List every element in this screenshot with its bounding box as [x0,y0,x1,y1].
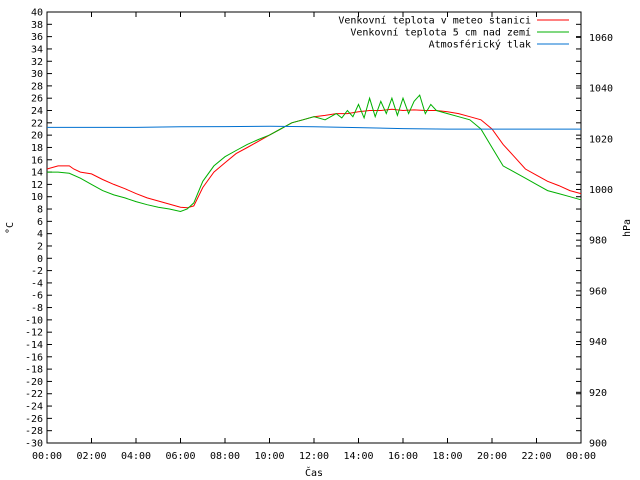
left-tick-label: 36 [31,32,43,43]
right-tick-label: 940 [589,337,607,348]
legend-label-1: Venkovní teplota v meteo stanici [338,15,531,27]
left-tick-label: -10 [25,315,43,326]
right-tick-label: 980 [589,236,607,247]
left-tick-label: 4 [37,229,43,240]
left-tick-label: -16 [25,352,43,363]
left-tick-label: -18 [25,365,43,376]
plot-frame [46,11,582,444]
left-tick-label: -28 [25,426,43,437]
left-tick-label: -14 [25,340,43,351]
right-tick-label: 1040 [589,84,613,95]
left-tick-label: -30 [25,439,43,450]
series-line-2 [47,94,582,213]
x-tick-label: 06:00 [165,451,195,462]
left-tick-label: -8 [31,303,43,314]
x-tick-label: 16:00 [388,451,418,462]
left-tick-label: -22 [25,389,43,400]
left-tick-label: 2 [37,241,43,252]
left-tick-label: 6 [37,217,43,228]
left-tick-label: 14 [31,168,43,179]
left-tick-label: 22 [31,118,43,129]
series-line-1 [46,108,582,209]
left-tick-label: 40 [31,8,43,19]
legend: Venkovní teplota v meteo staniciVenkovní… [338,15,569,51]
right-tick-label: 1020 [589,134,613,145]
left-tick-label: 16 [31,155,43,166]
left-tick-label: -4 [31,278,43,289]
left-tick-label: 8 [37,205,43,216]
x-tick-label: 02:00 [76,451,106,462]
left-tick-label: -20 [25,377,43,388]
right-tick-label: 900 [589,439,607,450]
right-tick-label: 960 [589,286,607,297]
left-tick-label: 24 [31,106,43,117]
x-tick-label: 10:00 [254,451,284,462]
x-tick-label: 14:00 [343,451,373,462]
series-line-3 [47,125,581,130]
left-tick-label: 12 [31,180,43,191]
left-tick-label: 30 [31,69,43,80]
left-tick-label: 10 [31,192,43,203]
left-tick-label: -24 [25,402,43,413]
left-tick-label: 0 [37,254,43,265]
left-tick-label: -2 [31,266,43,277]
left-tick-label: -12 [25,328,43,339]
x-tick-label: 00:00 [32,451,62,462]
right-tick-label: 1000 [589,185,613,196]
left-tick-label: -6 [31,291,43,302]
x-axis-label: Čas [305,466,323,479]
x-tick-label: 04:00 [121,451,151,462]
right-axis-ticks: 1060 1040 1020 1000 980 960 940 920 900 [576,33,613,450]
right-axis-label: hPa [622,219,633,237]
series-lines [46,94,582,213]
left-tick-label: -26 [25,414,43,425]
left-axis-label: °C [5,222,16,234]
legend-label-2: Venkovní teplota 5 cm nad zemí [350,27,531,39]
right-tick-label: 1060 [589,33,613,44]
x-axis-ticks: 00:00 02:00 04:00 06:00 08:00 10:00 12:00 14:00… [32,12,596,462]
left-tick-label: 32 [31,57,43,68]
left-tick-label: 18 [31,143,43,154]
x-tick-label: 00:00 [566,451,596,462]
x-tick-label: 22:00 [521,451,551,462]
right-tick-label: 920 [589,388,607,399]
legend-label-3: Atmosférický tlak [429,39,531,51]
x-tick-label: 20:00 [477,451,507,462]
left-tick-label: 38 [31,20,43,31]
x-tick-label: 18:00 [432,451,462,462]
left-tick-label: 20 [31,131,43,142]
x-tick-label: 08:00 [210,451,240,462]
left-tick-label: 28 [31,81,43,92]
left-tick-label: 34 [31,44,43,55]
left-axis-ticks: 4038363432302826242220181614121086420-2-… [25,8,581,450]
left-tick-label: 26 [31,94,43,105]
x-tick-label: 12:00 [299,451,329,462]
